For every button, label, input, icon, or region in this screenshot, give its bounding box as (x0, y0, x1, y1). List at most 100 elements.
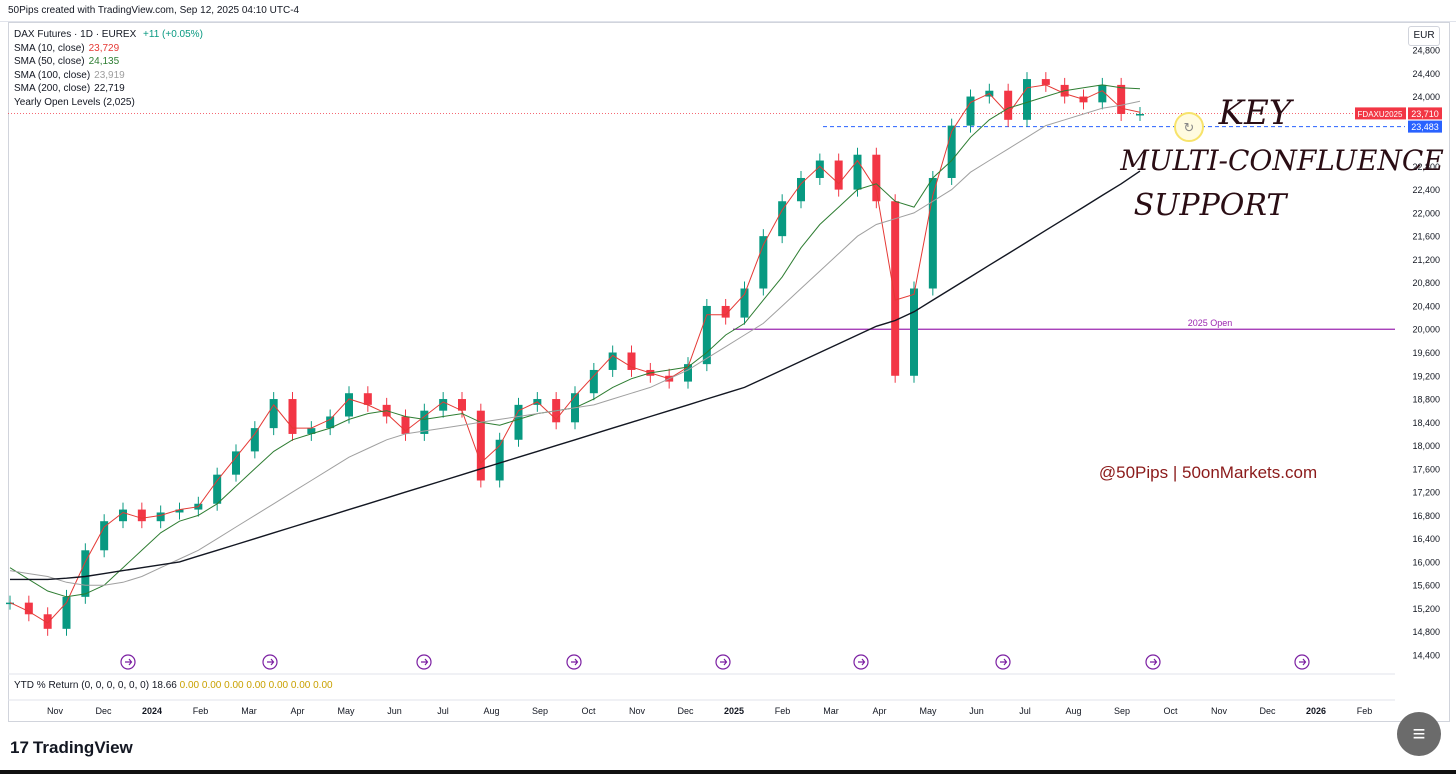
x-tick-label: Jun (969, 706, 984, 716)
x-tick-label: Feb (193, 706, 209, 716)
arrow-right-icon (1150, 658, 1158, 666)
x-tick-label: Nov (47, 706, 64, 716)
sma10-value: 23,729 (88, 42, 120, 54)
candle-body (439, 399, 448, 411)
x-tick-label: 2026 (1306, 706, 1326, 716)
x-tick-label: Mar (241, 706, 257, 716)
candle-body (1136, 113, 1144, 116)
symbol-label: DAX Futures · 1D · EUREX (14, 29, 137, 40)
y-tick-label: 14,800 (1412, 627, 1440, 637)
x-tick-label: Dec (1259, 706, 1276, 716)
y-tick-label: 17,600 (1412, 464, 1440, 474)
sma50-row[interactable]: SMA (50, close) 24,135 (14, 55, 203, 69)
open-level-label: 2025 Open (1188, 318, 1233, 328)
arrow-right-icon (267, 658, 275, 666)
arrow-right-icon (1000, 658, 1008, 666)
y-tick-label: 15,200 (1412, 604, 1440, 614)
candle-body (910, 288, 918, 376)
y-tick-label: 15,600 (1412, 581, 1440, 591)
last-price-tag-bg (1408, 107, 1442, 120)
candle-body (872, 154, 881, 202)
ytd-value: 18.66 (151, 680, 177, 691)
y-tick-label: 18,400 (1412, 418, 1440, 428)
x-tick-label: Nov (629, 706, 646, 716)
candle-body (928, 177, 937, 289)
y-tick-label: 17,200 (1412, 488, 1440, 498)
candle-body (966, 96, 975, 126)
x-tick-label: Sep (1114, 706, 1130, 716)
y-tick-label: 21,200 (1412, 255, 1440, 265)
x-tick-label: Feb (1357, 706, 1373, 716)
candle-body (24, 602, 33, 615)
candle-body (1117, 84, 1126, 114)
ytd-label: YTD % Return (0, 0, 0, 0, 0, 0) (14, 680, 150, 691)
sma200-row[interactable]: SMA (200, close) 22,719 (14, 82, 203, 96)
indicator-legend: DAX Futures · 1D · EUREX +11 (+0.05%) SM… (14, 28, 203, 109)
currency-button[interactable]: EUR (1408, 26, 1440, 46)
candle-body (137, 509, 146, 522)
menu-fab-button[interactable]: ≡ (1397, 712, 1441, 756)
series-line-sma-10-close- (9, 84, 1141, 624)
bottom-border (0, 770, 1456, 774)
x-tick-label: Sep (532, 706, 548, 716)
sma100-row[interactable]: SMA (100, close) 23,919 (14, 69, 203, 83)
candle-body (495, 439, 504, 481)
arrow-right-icon (858, 658, 866, 666)
candle-body (891, 201, 900, 376)
footer: 17 TradingView ≡ (0, 712, 1456, 774)
y-tick-label: 22,800 (1412, 162, 1440, 172)
y-tick-label: 22,400 (1412, 185, 1440, 195)
x-tick-label: Aug (1065, 706, 1081, 716)
refresh-icon: ↻ (1184, 121, 1195, 136)
tradingview-logo[interactable]: 17 TradingView (10, 738, 133, 758)
yearly-open-row[interactable]: Yearly Open Levels (2,025) (14, 96, 203, 110)
y-tick-label: 16,800 (1412, 511, 1440, 521)
series-line-sma-50-close- (9, 84, 1141, 598)
candle-body (1041, 79, 1050, 85)
y-tick-label: 19,600 (1412, 348, 1440, 358)
candle-body (1098, 84, 1107, 103)
candle-body (1023, 79, 1031, 120)
y-tick-label: 20,000 (1412, 325, 1440, 335)
y-tick-label: 16,000 (1412, 557, 1440, 567)
arrow-right-icon (421, 658, 429, 666)
sma10-row[interactable]: SMA (10, close) 23,729 (14, 42, 203, 56)
x-tick-label: Dec (95, 706, 112, 716)
candle-body (420, 410, 429, 434)
candle-body (778, 201, 787, 237)
x-tick-label: Aug (483, 706, 499, 716)
x-tick-label: Jul (1019, 706, 1031, 716)
sma50-value: 24,135 (88, 56, 120, 67)
sma200-label: SMA (200, close) (14, 83, 91, 94)
x-tick-label: May (919, 706, 937, 716)
x-tick-label: Apr (872, 706, 886, 716)
y-tick-label: 20,400 (1412, 301, 1440, 311)
candle-body (684, 364, 692, 382)
y-tick-label: 18,000 (1412, 441, 1440, 451)
y-tick-label: 14,400 (1412, 651, 1440, 661)
y-tick-label: 18,800 (1412, 395, 1440, 405)
candle-body (43, 614, 52, 629)
x-tick-label: May (337, 706, 355, 716)
x-tick-label: Oct (581, 706, 596, 716)
candle-body (232, 451, 240, 475)
candle-body (100, 521, 109, 551)
chart-frame (8, 22, 1450, 722)
symbol-tag: FDAXU2025 (1358, 110, 1403, 119)
symbol-row[interactable]: DAX Futures · 1D · EUREX +11 (+0.05%) (14, 28, 203, 42)
candle-body (62, 596, 71, 629)
change-label: +11 (+0.05%) (143, 29, 203, 40)
candle-body (797, 177, 805, 202)
candle-body (514, 404, 523, 440)
x-tick-label: Feb (775, 706, 791, 716)
x-tick-label: Oct (1163, 706, 1178, 716)
candle-body (250, 428, 259, 452)
candle-body (345, 393, 353, 417)
support-tag-bg (1408, 120, 1442, 133)
arrow-right-icon (720, 658, 728, 666)
candle-body (834, 160, 843, 190)
sma50-label: SMA (50, close) (14, 56, 85, 67)
candle-body (6, 602, 14, 605)
y-tick-label: 16,400 (1412, 534, 1440, 544)
